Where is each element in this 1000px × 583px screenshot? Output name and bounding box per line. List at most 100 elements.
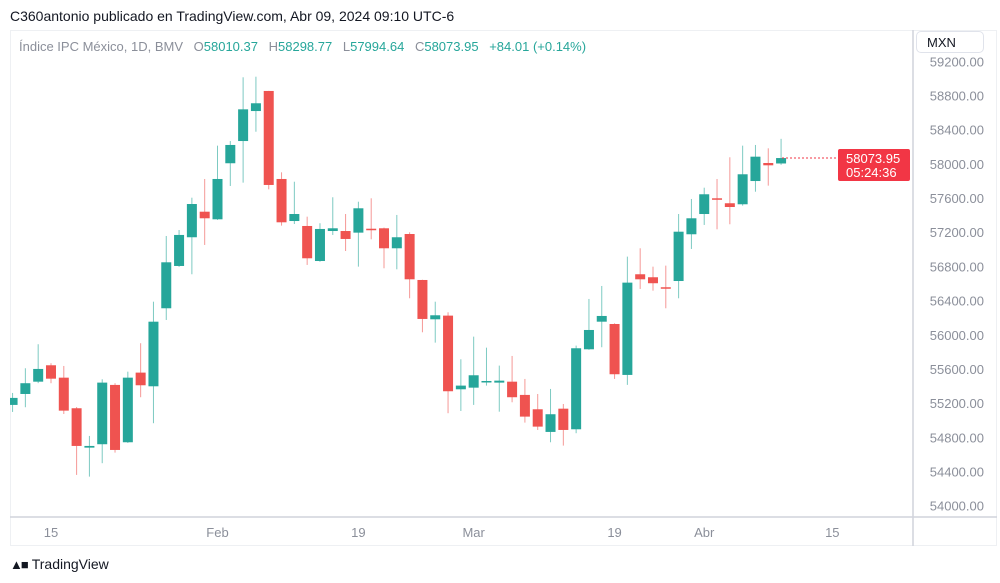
candle-up[interactable] — [20, 368, 31, 408]
candle-body — [712, 198, 723, 200]
candle-down[interactable] — [635, 248, 646, 289]
symbol-title[interactable]: Índice IPC México, 1D, BMV — [19, 39, 183, 54]
candle-body — [776, 158, 787, 164]
candle-down[interactable] — [609, 323, 620, 379]
price-tick-label: 54800.00 — [930, 430, 984, 445]
candle-body — [494, 380, 505, 383]
price-tick-label: 54400.00 — [930, 465, 984, 480]
candle-up[interactable] — [686, 198, 697, 249]
candle-up[interactable] — [250, 76, 261, 132]
time-axis[interactable]: 15 Feb 19 Mar 19 Abr 15 — [44, 525, 840, 540]
candle-up[interactable] — [161, 235, 172, 320]
candle-body — [647, 277, 658, 284]
candle-body — [635, 274, 646, 280]
price-tick-label: 58800.00 — [930, 89, 984, 104]
candle-up[interactable] — [353, 201, 364, 267]
candle-body — [174, 234, 185, 266]
candle-up[interactable] — [494, 365, 505, 412]
candle-down[interactable] — [532, 393, 543, 430]
candle-body — [455, 385, 466, 390]
candle-down[interactable] — [135, 343, 146, 398]
candle-body — [468, 375, 479, 388]
candle-down[interactable] — [660, 265, 671, 309]
price-tick-label: 58000.00 — [930, 157, 984, 172]
price-tick-label: 54000.00 — [930, 499, 984, 514]
candle-down[interactable] — [366, 198, 377, 240]
candle-up[interactable] — [468, 336, 479, 405]
candle-body — [135, 372, 146, 386]
candle-up[interactable] — [699, 187, 710, 225]
candle-down[interactable] — [404, 232, 415, 299]
candle-body — [263, 90, 274, 185]
candle-body — [519, 394, 530, 417]
currency-button[interactable]: MXN — [916, 31, 984, 53]
candle-up[interactable] — [8, 392, 18, 412]
candle-up[interactable] — [596, 285, 607, 348]
candle-down[interactable] — [276, 172, 287, 226]
open-label: O — [193, 39, 204, 54]
candle-body — [430, 315, 441, 320]
candle-up[interactable] — [212, 145, 223, 220]
candle-body — [186, 204, 197, 238]
candle-down[interactable] — [443, 312, 454, 414]
candle-down[interactable] — [712, 178, 723, 230]
candle-up[interactable] — [622, 256, 633, 385]
candle-up[interactable] — [776, 138, 787, 165]
candle-up[interactable] — [673, 214, 684, 299]
candle-down[interactable] — [58, 365, 69, 414]
candle-up[interactable] — [122, 371, 133, 443]
candle-down[interactable] — [519, 378, 530, 423]
candle-up[interactable] — [225, 141, 236, 186]
candle-down[interactable] — [507, 355, 518, 403]
candle-down[interactable] — [110, 383, 121, 453]
candle-down[interactable] — [199, 178, 210, 245]
close-label: C — [414, 39, 425, 54]
candle-body — [302, 225, 313, 259]
last-price-value: 58073.95 — [846, 151, 900, 166]
candle-down[interactable] — [302, 216, 313, 265]
candle-down[interactable] — [558, 403, 569, 446]
candle-up[interactable] — [327, 197, 338, 235]
candle-up[interactable] — [750, 144, 761, 192]
candle-down[interactable] — [71, 407, 82, 475]
candle-up[interactable] — [545, 388, 556, 443]
candle-body — [571, 348, 582, 430]
candle-up[interactable] — [571, 345, 582, 434]
low-value: 57994.64 — [350, 39, 405, 54]
price-axis[interactable]: 54000.00 54400.00 54800.00 55200.00 55600.00… — [930, 54, 984, 513]
candle-up[interactable] — [455, 359, 466, 411]
candle-up[interactable] — [186, 197, 197, 275]
candle-up[interactable] — [430, 301, 441, 343]
candle-body — [532, 409, 543, 427]
candle-body — [289, 214, 300, 222]
time-tick-label: Abr — [694, 525, 715, 540]
tradingview-logo[interactable]: ▲■ TradingView — [10, 556, 109, 572]
candle-up[interactable] — [238, 77, 249, 183]
candle-up[interactable] — [289, 181, 300, 225]
candle-body — [238, 109, 249, 142]
candle-up[interactable] — [481, 347, 492, 386]
candle-body — [340, 231, 351, 239]
candle-down[interactable] — [763, 148, 774, 186]
candle-down[interactable] — [263, 90, 274, 190]
candle-down[interactable] — [647, 266, 658, 291]
candle-up[interactable] — [314, 223, 325, 262]
candle-up[interactable] — [97, 379, 108, 464]
candle-up[interactable] — [583, 298, 594, 350]
candle-down[interactable] — [379, 227, 390, 269]
high-label: H — [268, 39, 278, 54]
candle-down[interactable] — [417, 279, 428, 333]
candle-up[interactable] — [391, 214, 402, 270]
candle-down[interactable] — [724, 157, 735, 225]
candle-up[interactable] — [33, 344, 44, 384]
candle-body — [596, 315, 607, 322]
candle-down[interactable] — [340, 214, 351, 252]
candle-up[interactable] — [148, 301, 159, 424]
candle-body — [148, 321, 159, 387]
last-price-bg — [838, 149, 910, 182]
candle-up[interactable] — [737, 145, 748, 206]
candle-up[interactable] — [84, 435, 95, 477]
candle-up[interactable] — [174, 229, 185, 267]
candle-down[interactable] — [45, 363, 56, 384]
